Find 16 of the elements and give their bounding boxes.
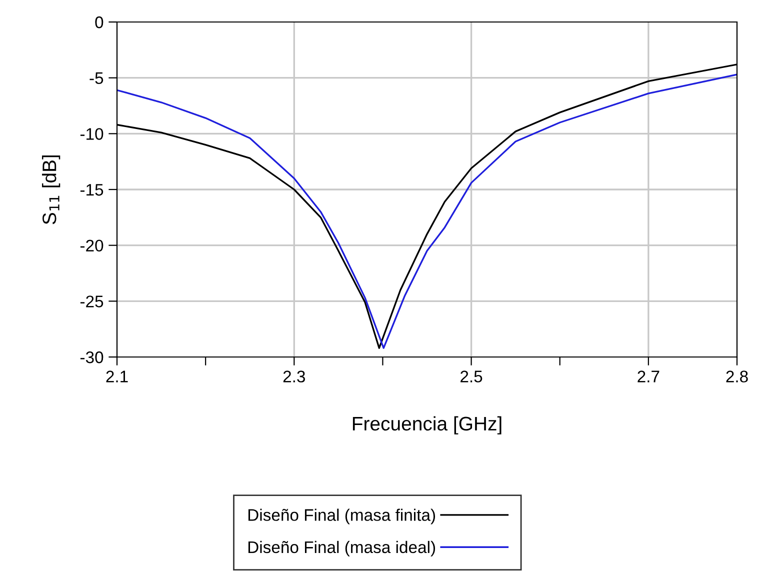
legend-label: Diseño Final (masa finita): [248, 508, 436, 524]
x-axis-title: Frecuencia [GHz]: [352, 416, 502, 434]
y-tick-label: -15: [80, 184, 104, 196]
y-tick-label: -20: [80, 240, 104, 252]
x-tick-label: 2.7: [638, 370, 660, 382]
x-tick-label: 2.1: [106, 370, 128, 382]
y-tick-label: -10: [80, 128, 104, 140]
y-tick-label: -5: [90, 72, 104, 84]
y-tick-label: -30: [80, 351, 104, 364]
x-tick-label: 2.8: [726, 370, 748, 382]
y-axis-title: S$_{11}$ [dB]: [42, 155, 60, 224]
x-tick-label: 2.5: [460, 370, 482, 382]
y-tick-label: -25: [80, 296, 104, 308]
legend-label: Diseño Final (masa ideal): [248, 540, 436, 556]
y-tick-label: 0: [95, 16, 104, 28]
x-tick-label: 2.3: [283, 370, 305, 382]
